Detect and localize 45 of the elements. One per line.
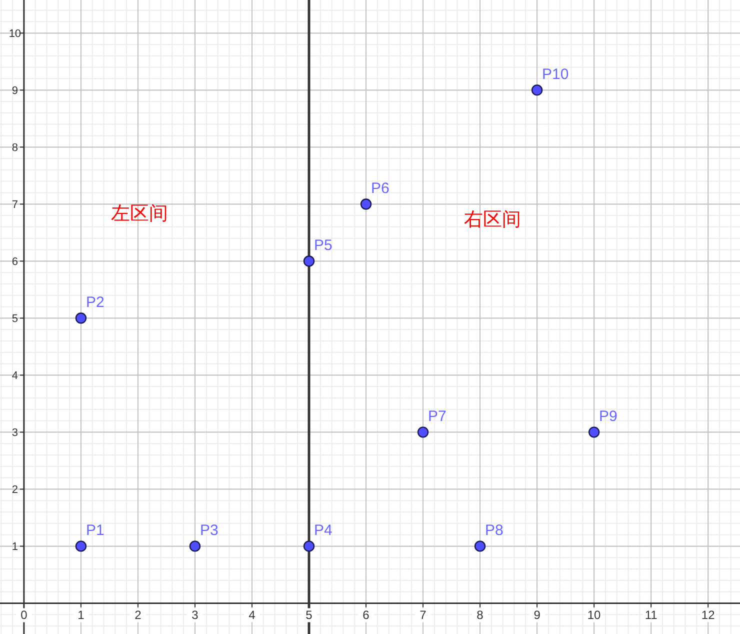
annotation: P6	[371, 180, 390, 198]
annotation: P7	[428, 408, 446, 426]
x-tick-label: 11	[644, 608, 658, 622]
x-tick-label: 7	[420, 608, 427, 622]
point	[360, 198, 372, 210]
annotation: P10	[542, 66, 569, 84]
annotation: P3	[200, 522, 218, 540]
annotation: P2	[86, 294, 104, 312]
x-tick-label: 5	[306, 608, 313, 622]
annotation: P4	[314, 522, 332, 540]
y-tick-label: 2	[12, 484, 18, 496]
x-tick-label: 8	[476, 608, 484, 622]
x-tick-label: 4	[248, 608, 256, 622]
x-tick-label: 6	[362, 608, 370, 622]
annotation: P9	[599, 408, 618, 426]
x-tick-label: 2	[134, 608, 142, 622]
point	[189, 540, 201, 552]
x-tick-label: 12	[701, 608, 716, 622]
annotation: P1	[86, 522, 104, 540]
annotation: P5	[314, 237, 332, 254]
point	[588, 426, 600, 438]
point	[417, 426, 429, 438]
y-tick-label: 5	[12, 313, 18, 326]
x-tick-label: 1	[78, 608, 85, 622]
point	[531, 84, 543, 96]
point	[303, 540, 315, 552]
y-tick-label: 10	[8, 28, 22, 40]
y-tick-label: 9	[12, 85, 18, 98]
annotation: 右区间	[464, 210, 522, 231]
y-tick-label: 4	[12, 370, 18, 382]
y-tick-label: 8	[12, 142, 18, 154]
x-tick-label: 3	[192, 608, 199, 622]
point	[75, 540, 87, 552]
y-tick-label: 6	[12, 256, 18, 268]
y-tick-label: 7	[12, 199, 18, 212]
annotation: 左区间	[111, 203, 168, 224]
x-tick-label: 0	[20, 608, 28, 622]
annotation: P8	[485, 522, 504, 540]
x-tick-label: 10	[587, 608, 602, 622]
point	[75, 312, 87, 324]
point	[303, 256, 315, 267]
y-tick-label: 3	[12, 427, 18, 440]
point	[474, 540, 486, 552]
y-tick-label: 1	[12, 541, 18, 554]
x-tick-label: 9	[534, 608, 541, 622]
